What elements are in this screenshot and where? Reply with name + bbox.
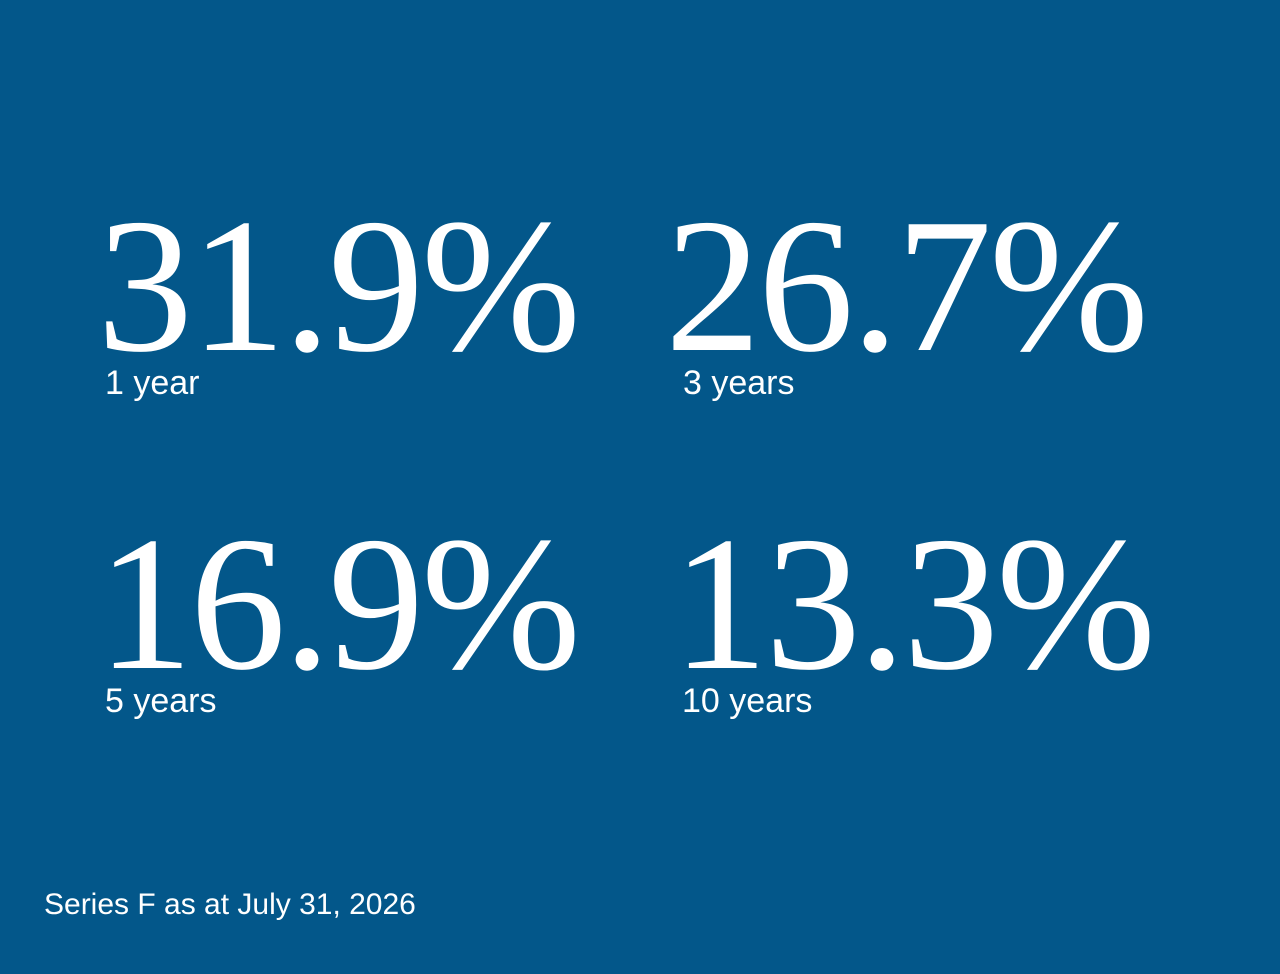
stat-tile: 26.7% 3 years <box>665 190 1225 450</box>
stat-tile: 16.9% 5 years <box>97 508 657 768</box>
stat-label: 5 years <box>105 682 217 720</box>
stat-value: 26.7% <box>665 179 1149 392</box>
stat-tile: 31.9% 1 year <box>97 190 657 450</box>
stat-value: 16.9% <box>97 497 581 710</box>
stat-label: 10 years <box>682 682 813 720</box>
stat-label: 3 years <box>683 364 795 402</box>
stat-tile: 13.3% 10 years <box>672 508 1232 768</box>
stat-value: 31.9% <box>97 179 581 392</box>
footer-note: Series F as at July 31, 2026 <box>44 888 416 921</box>
stat-value: 13.3% <box>672 497 1156 710</box>
stat-label: 1 year <box>105 364 200 402</box>
